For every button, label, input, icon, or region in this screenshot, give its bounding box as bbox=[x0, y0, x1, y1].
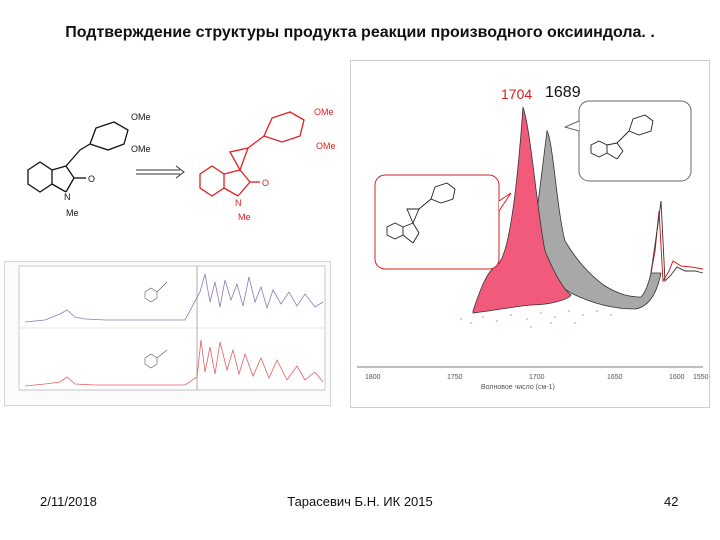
reactant-structure bbox=[27, 121, 129, 193]
reactant-n: N bbox=[64, 192, 71, 202]
product-inset bbox=[374, 174, 512, 270]
x-tick-1: 1750 bbox=[447, 374, 463, 381]
peak-label-reactant: 1689 bbox=[545, 84, 581, 101]
reactant-n-me: Me bbox=[66, 208, 79, 218]
x-tick-5: 1550 bbox=[693, 374, 709, 381]
product-band bbox=[472, 106, 572, 314]
full-range-spectra-image bbox=[4, 261, 331, 406]
footer-author: Тарасевич Б.Н. ИК 2015 bbox=[287, 494, 433, 509]
reactant-ome-2: OMe bbox=[131, 144, 151, 154]
reactant-band bbox=[520, 129, 662, 310]
product-ome-1: OMe bbox=[314, 107, 334, 117]
reaction-arrow bbox=[136, 165, 185, 179]
footer-page-number: 42 bbox=[664, 494, 679, 509]
reactant-inset bbox=[563, 100, 692, 182]
noise-dots bbox=[460, 310, 612, 328]
product-trace-tail bbox=[650, 210, 704, 283]
x-tick-4: 1600 bbox=[669, 374, 685, 381]
carbonyl-region-spectrum: 1800 1750 1700 1650 1600 1550 Волновое ч… bbox=[350, 60, 710, 408]
product-ome-2: OMe bbox=[316, 141, 336, 151]
slide-title: Подтверждение структуры продукта реакции… bbox=[65, 24, 655, 41]
reactant-trace-tail bbox=[650, 200, 704, 283]
peak-label-product: 1704 bbox=[501, 86, 532, 102]
product-carbonyl-o: O bbox=[262, 178, 269, 188]
reaction-scheme: OMe OMe O N Me OMe OMe O N Me bbox=[18, 100, 358, 235]
x-tick-2: 1700 bbox=[529, 374, 545, 381]
product-n: N bbox=[235, 198, 242, 208]
x-tick-3: 1650 bbox=[607, 374, 623, 381]
x-axis-label: Волновое число (см-1) bbox=[481, 384, 555, 391]
reactant-ome-1: OMe bbox=[131, 112, 151, 122]
product-structure bbox=[199, 111, 305, 197]
footer-date: 2/11/2018 bbox=[40, 494, 97, 509]
product-n-me: Me bbox=[238, 212, 251, 222]
reactant-carbonyl-o: O bbox=[88, 174, 95, 184]
x-tick-0: 1800 bbox=[365, 374, 381, 381]
